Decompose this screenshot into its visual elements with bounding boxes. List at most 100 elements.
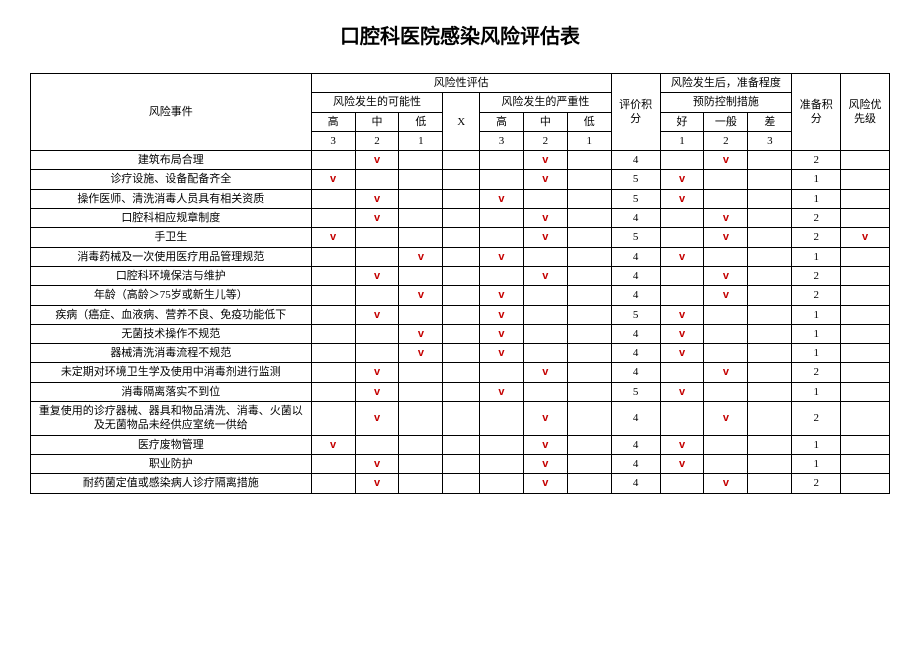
cell-like-high <box>311 363 355 382</box>
check-mark: v <box>374 458 380 470</box>
cell-like-low <box>399 266 443 285</box>
cell-ctrl-normal <box>704 382 748 401</box>
cell-sev-mid <box>523 324 567 343</box>
header-ctrl-2: 2 <box>704 131 748 150</box>
check-mark: v <box>498 328 504 340</box>
table-row: 年龄（高龄＞75岁或新生儿等）vv4v2 <box>31 286 890 305</box>
cell-prep-score: 1 <box>792 435 841 454</box>
cell-like-high: v <box>311 170 355 189</box>
cell-sev-mid <box>523 247 567 266</box>
cell-prep-score: 2 <box>792 228 841 247</box>
cell-like-low <box>399 189 443 208</box>
check-mark: v <box>418 251 424 263</box>
cell-sev-low <box>567 474 611 493</box>
check-mark: v <box>498 289 504 301</box>
cell-like-high <box>311 474 355 493</box>
check-mark: v <box>498 386 504 398</box>
cell-like-mid: v <box>355 402 399 436</box>
cell-priority <box>841 189 890 208</box>
cell-x <box>443 474 480 493</box>
cell-sev-mid <box>523 382 567 401</box>
cell-like-high <box>311 247 355 266</box>
cell-ctrl-bad <box>748 305 792 324</box>
cell-like-low <box>399 402 443 436</box>
table-row: 重复使用的诊疗器械、器具和物品清洗、消毒、火菌以及无菌物品未经供应室统一供给vv… <box>31 402 890 436</box>
cell-sev-high: v <box>479 305 523 324</box>
cell-like-mid: v <box>355 189 399 208</box>
cell-event: 疾病（癌症、血液病、营养不良、免疫功能低下 <box>31 305 312 324</box>
cell-ctrl-normal: v <box>704 209 748 228</box>
cell-sev-mid <box>523 305 567 324</box>
cell-like-low <box>399 209 443 228</box>
cell-sev-low <box>567 324 611 343</box>
table-row: 口腔科相应规章制度vv4v2 <box>31 209 890 228</box>
risk-assessment-table: 风险事件 风险性评估 评价积分 风险发生后，准备程度 准备积分 风险优先级 风险… <box>30 73 890 494</box>
cell-like-mid: v <box>355 305 399 324</box>
cell-x <box>443 382 480 401</box>
cell-x <box>443 209 480 228</box>
cell-sev-high <box>479 402 523 436</box>
cell-ctrl-good: v <box>660 170 704 189</box>
check-mark: v <box>542 366 548 378</box>
cell-event: 无菌技术操作不规范 <box>31 324 312 343</box>
cell-prep-score: 1 <box>792 247 841 266</box>
cell-ctrl-normal <box>704 305 748 324</box>
cell-like-mid <box>355 324 399 343</box>
cell-ctrl-good: v <box>660 305 704 324</box>
table-row: 手卫生vv5v2v <box>31 228 890 247</box>
cell-eval-score: 5 <box>611 382 660 401</box>
cell-ctrl-good <box>660 209 704 228</box>
cell-prep-score: 2 <box>792 286 841 305</box>
cell-sev-low <box>567 286 611 305</box>
cell-like-mid: v <box>355 382 399 401</box>
header-ctrl-good: 好 <box>660 112 704 131</box>
cell-priority <box>841 382 890 401</box>
cell-event: 职业防护 <box>31 454 312 473</box>
cell-x <box>443 151 480 170</box>
cell-sev-high: v <box>479 324 523 343</box>
table-row: 诊疗设施、设备配备齐全vv5v1 <box>31 170 890 189</box>
cell-priority <box>841 247 890 266</box>
cell-eval-score: 4 <box>611 247 660 266</box>
cell-eval-score: 4 <box>611 363 660 382</box>
table-row: 口腔科环境保洁与维护vv4v2 <box>31 266 890 285</box>
cell-ctrl-good: v <box>660 324 704 343</box>
header-like-high: 高 <box>311 112 355 131</box>
cell-ctrl-good <box>660 151 704 170</box>
cell-sev-high <box>479 454 523 473</box>
cell-sev-mid: v <box>523 435 567 454</box>
cell-x <box>443 402 480 436</box>
cell-like-mid: v <box>355 151 399 170</box>
cell-x <box>443 435 480 454</box>
header-prep-score: 准备积分 <box>792 74 841 151</box>
check-mark: v <box>723 412 729 424</box>
cell-ctrl-bad <box>748 435 792 454</box>
cell-ctrl-bad <box>748 286 792 305</box>
cell-like-high <box>311 324 355 343</box>
cell-event: 建筑布局合理 <box>31 151 312 170</box>
cell-eval-score: 4 <box>611 344 660 363</box>
cell-x <box>443 170 480 189</box>
cell-x <box>443 305 480 324</box>
check-mark: v <box>542 173 548 185</box>
cell-ctrl-good: v <box>660 435 704 454</box>
cell-eval-score: 4 <box>611 209 660 228</box>
cell-sev-low <box>567 228 611 247</box>
page-title: 口腔科医院感染风险评估表 <box>30 20 890 49</box>
cell-sev-mid: v <box>523 402 567 436</box>
cell-ctrl-normal <box>704 454 748 473</box>
table-header: 风险事件 风险性评估 评价积分 风险发生后，准备程度 准备积分 风险优先级 风险… <box>31 74 890 151</box>
cell-sev-high <box>479 209 523 228</box>
cell-like-high <box>311 344 355 363</box>
cell-eval-score: 5 <box>611 228 660 247</box>
cell-sev-mid: v <box>523 209 567 228</box>
header-ctrl-1: 1 <box>660 131 704 150</box>
cell-like-mid <box>355 247 399 266</box>
check-mark: v <box>723 477 729 489</box>
cell-ctrl-bad <box>748 454 792 473</box>
cell-eval-score: 4 <box>611 266 660 285</box>
table-body: 建筑布局合理vv4v2诊疗设施、设备配备齐全vv5v1操作医师、清洗消毒人员具有… <box>31 151 890 493</box>
cell-ctrl-bad <box>748 189 792 208</box>
cell-priority <box>841 324 890 343</box>
table-row: 无菌技术操作不规范vv4v1 <box>31 324 890 343</box>
